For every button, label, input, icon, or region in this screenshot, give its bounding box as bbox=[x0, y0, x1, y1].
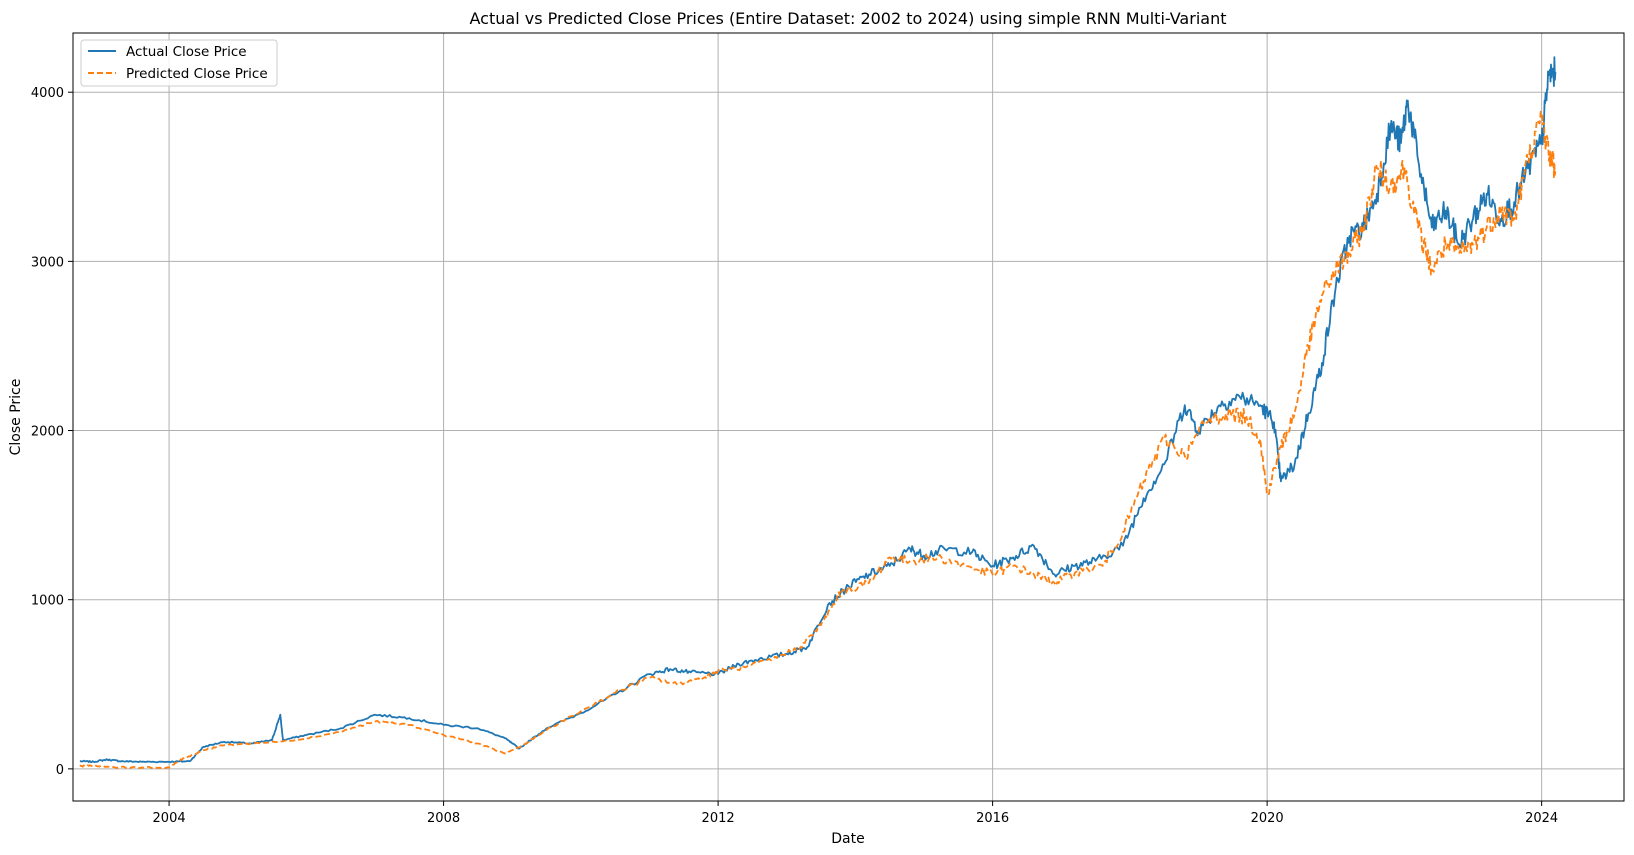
series-predicted-close-price bbox=[79, 110, 1557, 769]
y-axis-label: Close Price bbox=[8, 379, 24, 456]
x-axis-label: Date bbox=[831, 831, 864, 847]
y-tick-label: 4000 bbox=[31, 86, 64, 101]
legend-label-predicted: Predicted Close Price bbox=[126, 66, 268, 82]
x-tick-label: 2016 bbox=[976, 811, 1009, 826]
plot-frame bbox=[72, 32, 1625, 802]
legend: Actual Close Price Predicted Close Price bbox=[80, 39, 278, 87]
y-tick-label: 3000 bbox=[31, 255, 64, 270]
axis-ticks: 2004 2008 2012 2016 2020 2024 0 1000 2000 3000 400… bbox=[31, 86, 1558, 826]
x-tick-label: 2020 bbox=[1251, 811, 1284, 826]
x-tick-label: 2004 bbox=[153, 811, 186, 826]
chart-title: Actual vs Predicted Close Prices (Entire… bbox=[470, 9, 1227, 28]
y-tick-label: 0 bbox=[56, 763, 64, 778]
series-actual-close-price bbox=[79, 56, 1557, 764]
grid-lines bbox=[73, 33, 1624, 801]
x-tick-label: 2008 bbox=[427, 811, 460, 826]
y-tick-label: 1000 bbox=[31, 594, 64, 609]
legend-box bbox=[80, 39, 278, 87]
plot-series bbox=[79, 56, 1557, 769]
x-tick-label: 2012 bbox=[702, 811, 735, 826]
legend-label-actual: Actual Close Price bbox=[126, 44, 247, 60]
y-tick-label: 2000 bbox=[31, 425, 64, 440]
x-tick-label: 2024 bbox=[1525, 811, 1558, 826]
